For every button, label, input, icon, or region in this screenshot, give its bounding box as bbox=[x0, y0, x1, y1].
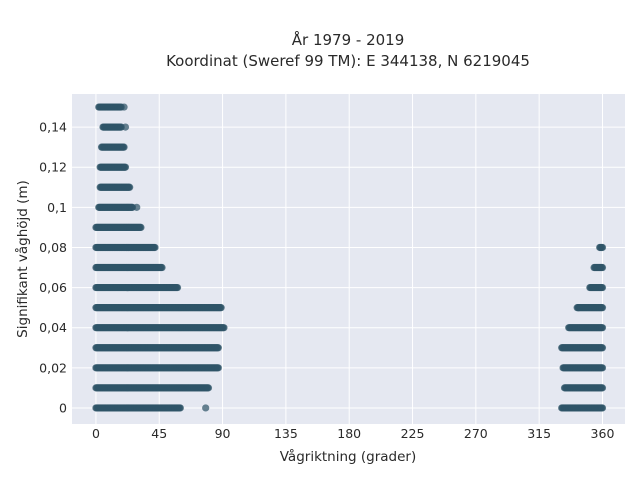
x-tick-label: 90 bbox=[215, 426, 231, 441]
data-point bbox=[217, 304, 225, 312]
y-tick-label: 0,14 bbox=[39, 120, 67, 135]
data-point bbox=[151, 243, 159, 252]
data-point bbox=[574, 304, 583, 312]
y-tick-label: 0,08 bbox=[39, 240, 67, 255]
x-tick-label: 180 bbox=[337, 426, 361, 441]
plot-area bbox=[72, 94, 625, 424]
data-point bbox=[214, 364, 222, 372]
y-tick-label: 0,04 bbox=[39, 320, 67, 335]
data-point bbox=[202, 404, 210, 412]
x-tick-label: 360 bbox=[591, 426, 615, 441]
data-point bbox=[173, 283, 182, 292]
x-tick-label: 45 bbox=[151, 426, 167, 441]
data-point bbox=[598, 283, 607, 292]
data-point bbox=[598, 263, 607, 272]
data-point bbox=[120, 103, 128, 111]
data-point bbox=[598, 324, 607, 332]
y-tick-labels: 0 0,02 0,04 0,06 0,08 0,1 0,12 0,14 bbox=[39, 120, 67, 416]
data-point bbox=[204, 384, 213, 392]
data-point bbox=[598, 344, 607, 352]
y-tick-label: 0,06 bbox=[39, 280, 67, 295]
data-points bbox=[92, 103, 607, 412]
data-point bbox=[598, 304, 607, 312]
x-tick-label: 225 bbox=[401, 426, 425, 441]
data-point bbox=[220, 324, 228, 332]
x-axis-label: Vågriktning (grader) bbox=[280, 448, 417, 465]
data-point bbox=[126, 183, 134, 191]
x-tick-label: 270 bbox=[464, 426, 488, 441]
data-point bbox=[176, 404, 184, 412]
data-point bbox=[137, 223, 145, 232]
y-tick-label: 0,02 bbox=[39, 360, 67, 375]
data-point bbox=[214, 344, 222, 352]
x-tick-label: 0 bbox=[92, 426, 100, 441]
data-point bbox=[598, 243, 607, 252]
y-tick-label: 0,12 bbox=[39, 160, 67, 175]
x-tick-label: 315 bbox=[527, 426, 551, 441]
data-point bbox=[598, 364, 607, 372]
data-point bbox=[120, 143, 128, 151]
data-point bbox=[158, 263, 166, 272]
data-point bbox=[598, 384, 607, 392]
x-tick-labels: 0 45 90 135 180 225 270 315 360 bbox=[92, 426, 615, 441]
y-tick-label: 0 bbox=[59, 400, 67, 415]
data-point bbox=[121, 163, 130, 171]
y-axis-label: Signifikant våghöjd (m) bbox=[14, 180, 31, 338]
x-tick-label: 135 bbox=[274, 426, 298, 441]
data-point bbox=[133, 203, 141, 211]
y-tick-label: 0,1 bbox=[47, 200, 67, 215]
data-point bbox=[598, 404, 607, 412]
chart-title-line-2: Koordinat (Sweref 99 TM): E 344138, N 62… bbox=[166, 52, 530, 70]
data-point bbox=[121, 123, 130, 131]
chart-title-line-1: År 1979 - 2019 bbox=[292, 30, 405, 49]
